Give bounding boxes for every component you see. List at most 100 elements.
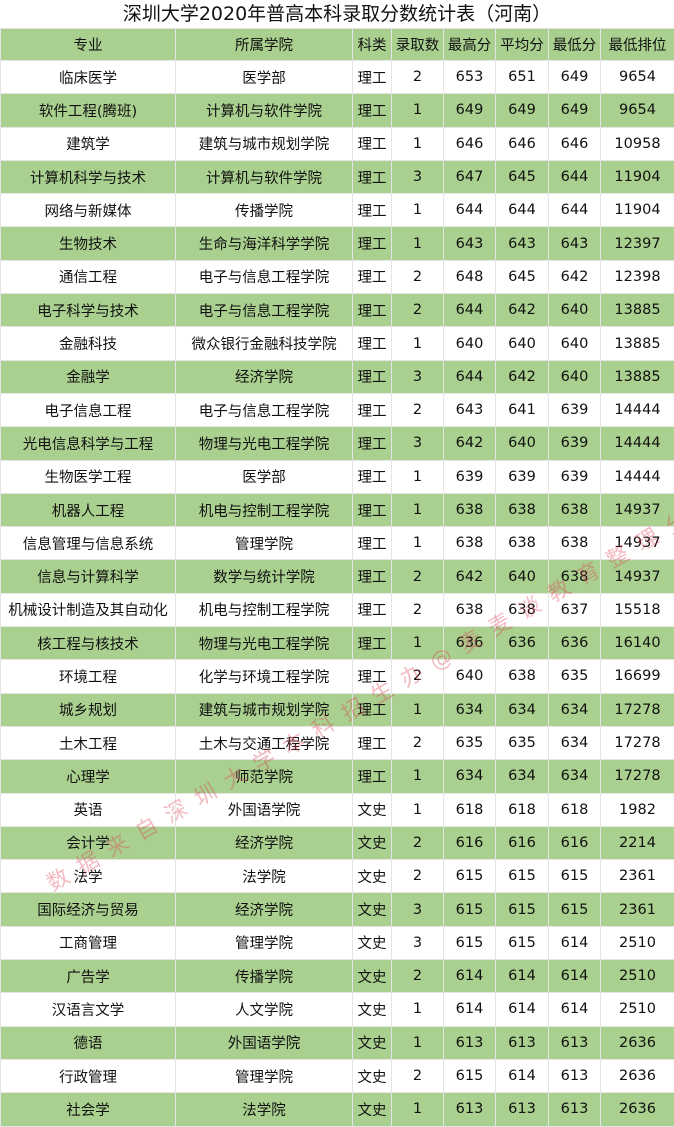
cell-min-score: 644 — [549, 194, 601, 227]
cell-admitted: 1 — [392, 693, 444, 726]
cell-college: 建筑与城市规划学院 — [176, 127, 353, 160]
cell-college: 医学部 — [176, 460, 353, 493]
cell-avg-score: 634 — [496, 760, 549, 793]
cell-min-rank: 9654 — [601, 61, 674, 94]
cell-min-rank: 17278 — [601, 693, 674, 726]
cell-min-rank: 13885 — [601, 360, 674, 393]
cell-admitted: 1 — [392, 1026, 444, 1059]
cell-avg-score: 641 — [496, 393, 549, 426]
cell-college: 物理与光电工程学院 — [176, 627, 353, 660]
cell-admitted: 2 — [392, 960, 444, 993]
cell-major: 会计学 — [1, 826, 176, 859]
cell-admitted: 2 — [392, 593, 444, 626]
cell-min-score: 640 — [549, 294, 601, 327]
cell-category: 理工 — [353, 393, 392, 426]
cell-avg-score: 636 — [496, 627, 549, 660]
cell-avg-score: 639 — [496, 460, 549, 493]
cell-min-rank: 10958 — [601, 127, 674, 160]
cell-major: 德语 — [1, 1026, 176, 1059]
cell-category: 理工 — [353, 260, 392, 293]
cell-admitted: 2 — [392, 560, 444, 593]
cell-avg-score: 615 — [496, 893, 549, 926]
cell-category: 文史 — [353, 826, 392, 859]
cell-college: 物理与光电工程学院 — [176, 427, 353, 460]
cell-admitted: 1 — [392, 227, 444, 260]
cell-max-score: 640 — [444, 660, 496, 693]
table-header: 专业所属学院科类录取数最高分平均分最低分最低排位 — [1, 29, 674, 61]
cell-avg-score: 638 — [496, 493, 549, 526]
cell-min-rank: 14444 — [601, 393, 674, 426]
cell-max-score: 614 — [444, 993, 496, 1026]
cell-college: 法学院 — [176, 860, 353, 893]
cell-min-rank: 14444 — [601, 460, 674, 493]
cell-min-score: 616 — [549, 826, 601, 859]
cell-avg-score: 616 — [496, 826, 549, 859]
cell-category: 理工 — [353, 627, 392, 660]
cell-max-score: 618 — [444, 793, 496, 826]
cell-major: 通信工程 — [1, 260, 176, 293]
cell-admitted: 1 — [392, 194, 444, 227]
cell-category: 理工 — [353, 593, 392, 626]
column-header-category: 科类 — [353, 29, 392, 61]
cell-min-score: 639 — [549, 427, 601, 460]
cell-category: 文史 — [353, 860, 392, 893]
cell-min-rank: 9654 — [601, 94, 674, 127]
cell-avg-score: 618 — [496, 793, 549, 826]
cell-min-rank: 2510 — [601, 926, 674, 959]
cell-min-rank: 14444 — [601, 427, 674, 460]
cell-min-rank: 2636 — [601, 1059, 674, 1092]
cell-category: 文史 — [353, 960, 392, 993]
cell-avg-score: 640 — [496, 427, 549, 460]
column-header-avg-score: 平均分 — [496, 29, 549, 61]
cell-max-score: 649 — [444, 94, 496, 127]
cell-min-score: 637 — [549, 593, 601, 626]
cell-admitted: 3 — [392, 926, 444, 959]
cell-major: 法学 — [1, 860, 176, 893]
cell-min-rank: 17278 — [601, 760, 674, 793]
cell-avg-score: 644 — [496, 194, 549, 227]
cell-college: 管理学院 — [176, 1059, 353, 1092]
cell-min-score: 614 — [549, 960, 601, 993]
column-header-min-rank: 最低排位 — [601, 29, 674, 61]
cell-major: 软件工程(腾班) — [1, 94, 176, 127]
cell-major: 社会学 — [1, 1093, 176, 1126]
cell-avg-score: 649 — [496, 94, 549, 127]
cell-category: 理工 — [353, 726, 392, 759]
cell-college: 传播学院 — [176, 194, 353, 227]
cell-category: 理工 — [353, 693, 392, 726]
cell-max-score: 648 — [444, 260, 496, 293]
cell-max-score: 614 — [444, 960, 496, 993]
cell-admitted: 1 — [392, 127, 444, 160]
cell-avg-score: 640 — [496, 560, 549, 593]
cell-college: 数学与统计学院 — [176, 560, 353, 593]
cell-major: 土木工程 — [1, 726, 176, 759]
cell-avg-score: 638 — [496, 593, 549, 626]
cell-college: 电子与信息工程学院 — [176, 294, 353, 327]
cell-admitted: 3 — [392, 160, 444, 193]
cell-category: 文史 — [353, 993, 392, 1026]
cell-min-rank: 2214 — [601, 826, 674, 859]
cell-category: 理工 — [353, 61, 392, 94]
cell-max-score: 643 — [444, 227, 496, 260]
cell-min-rank: 11904 — [601, 194, 674, 227]
cell-min-rank: 14937 — [601, 527, 674, 560]
cell-category: 理工 — [353, 527, 392, 560]
cell-min-score: 614 — [549, 993, 601, 1026]
cell-major: 机械设计制造及其自动化 — [1, 593, 176, 626]
cell-college: 传播学院 — [176, 960, 353, 993]
cell-admitted: 2 — [392, 294, 444, 327]
cell-max-score: 613 — [444, 1026, 496, 1059]
cell-min-rank: 2510 — [601, 993, 674, 1026]
